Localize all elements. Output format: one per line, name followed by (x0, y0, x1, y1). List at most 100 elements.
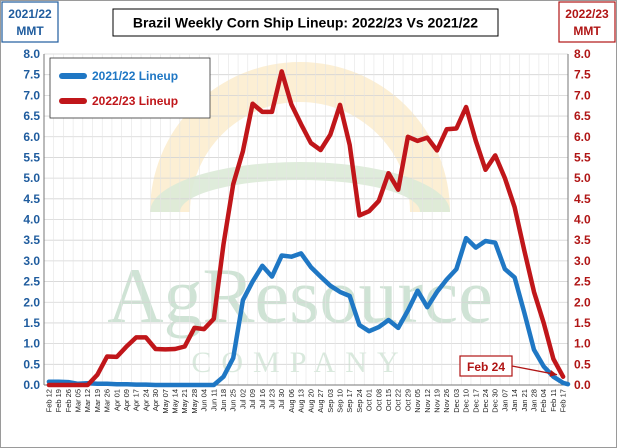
x-tick-label: Dec 17 (471, 389, 480, 413)
x-tick-label: Apr 01 (112, 389, 121, 411)
y-tick-label-right: 3.5 (574, 233, 591, 247)
data-point-2022-23 (513, 206, 516, 209)
data-point-2021-22 (455, 268, 458, 270)
x-tick-label: Jan 07 (500, 389, 509, 412)
x-tick-label: Oct 29 (403, 389, 412, 411)
data-point-2022-23 (523, 249, 526, 252)
x-tick-label: Sep 03 (326, 389, 335, 413)
data-point-2022-23 (300, 123, 302, 126)
y-tick-label-right: 3.0 (574, 254, 591, 268)
data-point-2022-23 (290, 103, 293, 106)
x-tick-label: Jul 23 (268, 389, 277, 409)
x-tick-label: May 28 (190, 389, 199, 414)
x-tick-label: Jan 28 (530, 389, 539, 412)
y-tick-label-right: 5.5 (574, 150, 591, 164)
x-tick-label: Feb 26 (64, 389, 73, 412)
data-point-2022-23 (203, 328, 206, 330)
right-unit-line2: MMT (573, 24, 601, 38)
x-tick-label: Nov 19 (433, 389, 442, 413)
x-tick-label: Jun 04 (200, 389, 209, 412)
x-tick-label: Jun 25 (229, 389, 238, 412)
x-tick-label: Oct 15 (384, 389, 393, 411)
x-tick-label: Jun 18 (219, 389, 228, 412)
x-ticks: Feb 12 Feb 19 Feb 26 Mar 05 Mar 12 Mar 19 Mar … (44, 389, 567, 414)
watermark-hill-arc (150, 162, 450, 212)
data-point-2021-22 (348, 295, 351, 297)
data-point-2022-23 (504, 177, 506, 180)
y-tick-label-right: 6.5 (574, 109, 591, 123)
data-point-2022-23 (426, 136, 429, 139)
x-tick-label: Feb 19 (54, 389, 63, 412)
data-point-2021-22 (271, 275, 273, 278)
x-tick-label: Sep 17 (345, 389, 354, 413)
data-point-2021-22 (280, 254, 283, 257)
y-tick-label-left: 0.5 (23, 357, 40, 371)
data-point-2022-23 (310, 142, 312, 144)
y-tick-label-right: 4.0 (574, 213, 591, 227)
title-box (112, 8, 499, 37)
y-tick-label-left: 1.5 (23, 316, 40, 330)
data-point-2022-23 (533, 291, 535, 293)
data-point-2021-22 (494, 241, 497, 244)
x-tick-label: Sep 10 (335, 389, 344, 413)
y-tick-label-left: 5.5 (23, 150, 40, 164)
data-point-2022-23 (115, 356, 118, 358)
y-tick-label-right: 4.5 (574, 192, 591, 206)
right-unit-line1: 2022/23 (565, 7, 609, 21)
y-tick-label-left: 3.0 (23, 254, 40, 268)
y-tick-label-right: 1.5 (574, 316, 591, 330)
data-point-2022-23 (57, 384, 60, 386)
x-tick-label: Nov 26 (442, 389, 451, 413)
data-point-2021-22 (154, 384, 157, 386)
data-point-2022-23 (436, 149, 438, 152)
data-point-2022-23 (242, 150, 244, 153)
data-point-2021-22 (465, 237, 467, 240)
data-point-2021-22 (183, 384, 186, 386)
data-point-2021-22 (125, 383, 128, 386)
data-point-2022-23 (387, 172, 390, 175)
data-point-2022-23 (319, 149, 322, 151)
x-tick-label: Jul 30 (277, 389, 286, 409)
data-point-2021-22 (174, 384, 176, 386)
watermark-text-main: AgResource (107, 252, 493, 339)
data-point-2021-22 (542, 365, 545, 368)
data-point-2022-23 (135, 336, 138, 339)
data-point-2021-22 (562, 382, 564, 384)
data-point-2022-23 (212, 317, 215, 320)
data-point-2021-22 (523, 311, 526, 314)
x-tick-label: Sep 24 (355, 389, 364, 413)
watermark-sun-arc (150, 62, 450, 212)
data-point-2022-23 (416, 140, 419, 142)
y-tick-label-left: 7.5 (23, 68, 40, 82)
data-point-2022-23 (542, 322, 545, 324)
data-point-2021-22 (115, 383, 118, 386)
data-point-2021-22 (193, 384, 196, 386)
y-tick-label-left: 6.0 (23, 130, 40, 144)
data-point-2021-22 (533, 348, 535, 351)
x-tick-label: May 21 (180, 389, 189, 414)
x-tick-label: Feb 11 (549, 389, 558, 412)
data-point-2022-23 (251, 102, 254, 105)
data-point-2022-23 (48, 384, 50, 386)
data-point-2021-22 (436, 291, 438, 293)
data-point-2021-22 (310, 266, 312, 268)
y-tick-label-left: 7.0 (23, 88, 40, 102)
y-tick-label-left: 5.0 (23, 171, 40, 185)
data-point-2022-23 (329, 133, 332, 136)
y-tick-label-right: 7.5 (574, 68, 591, 82)
x-tick-label: Aug 06 (287, 389, 296, 413)
x-tick-label: Apr 09 (122, 389, 131, 411)
x-tick-label: Jun 11 (209, 389, 218, 411)
x-tick-label: Aug 13 (297, 389, 306, 413)
x-tick-label: Dec 10 (462, 389, 471, 413)
data-point-2022-23 (174, 348, 176, 350)
data-point-2021-22 (504, 268, 506, 270)
data-point-2022-23 (377, 200, 380, 202)
data-point-2021-22 (106, 382, 108, 385)
data-point-2021-22 (290, 255, 293, 258)
data-point-2021-22 (242, 299, 244, 302)
annotation-arrow (511, 365, 558, 376)
x-tick-label: Nov 12 (423, 389, 432, 413)
data-point-2022-23 (484, 168, 487, 171)
data-point-2022-23 (86, 384, 89, 386)
